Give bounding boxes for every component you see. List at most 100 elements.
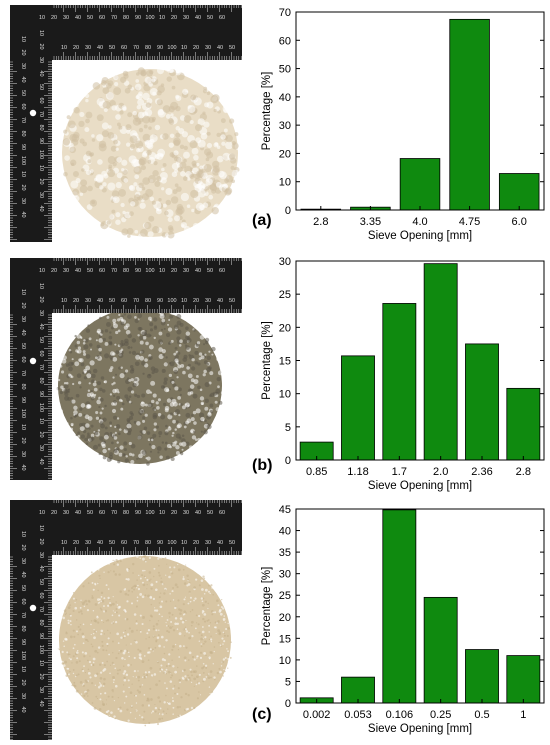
sample-grain — [120, 407, 124, 411]
sample-grain — [171, 441, 177, 447]
ruler-number: 30 — [205, 298, 211, 304]
sample-grain — [168, 341, 172, 345]
sample-grain — [206, 101, 214, 109]
ruler-number: 20 — [51, 268, 57, 274]
sample-grain — [113, 87, 122, 96]
sample-grain — [189, 668, 192, 671]
ruler-number: 80 — [145, 298, 151, 304]
sample-grain — [111, 408, 117, 414]
sample-grain — [171, 648, 174, 651]
ruler-number: 40 — [75, 510, 81, 516]
sample-grain — [72, 188, 80, 196]
sample-grain — [164, 557, 167, 559]
sample-grain — [107, 695, 110, 698]
sample-grain — [169, 412, 173, 416]
sample-grain — [146, 462, 150, 466]
sample-grain — [183, 645, 185, 647]
sample-grain — [136, 587, 138, 589]
sample-photo-c: 10 20 30 40 50 60 70 80 90 100 10 20 30 40 50 10 20 30 40 5… — [10, 500, 242, 740]
sample-grain — [162, 133, 169, 140]
ruler-number: 10 — [61, 45, 67, 51]
sample-grain — [212, 585, 215, 588]
sample-grain — [103, 597, 106, 600]
ruler-number: 20 — [73, 45, 79, 51]
sample-grain — [171, 171, 178, 178]
sample-grain — [86, 689, 90, 692]
sample-grain — [217, 620, 220, 623]
sample-grain — [127, 386, 133, 392]
sample-grain — [204, 419, 207, 423]
sample-grain — [130, 664, 132, 666]
sample-grain — [101, 644, 104, 647]
sample-grain — [57, 632, 59, 635]
sample-grain — [112, 394, 116, 398]
sample-grain — [170, 339, 174, 343]
sample-grain — [105, 703, 108, 705]
panel-label-c: (c) — [252, 706, 272, 723]
sample-grain — [181, 438, 186, 443]
sample-grain — [116, 318, 121, 322]
sample-grain — [181, 441, 187, 447]
sample-grain — [72, 655, 75, 658]
sample-grain — [136, 421, 141, 426]
sample-grain — [167, 708, 169, 710]
sample-grain — [131, 338, 137, 343]
ruler-number: 10 — [38, 418, 44, 424]
sample-grain — [137, 584, 139, 587]
sample-grain — [172, 687, 175, 690]
sample-grain — [56, 646, 60, 650]
sample-grain — [159, 668, 162, 671]
ruler-number: 30 — [38, 552, 44, 558]
sample-grain — [136, 579, 138, 581]
sample-grain — [139, 593, 143, 596]
sample-grain — [115, 114, 121, 120]
sample-grain — [98, 347, 102, 352]
sample-grain — [135, 640, 138, 644]
sample-grain — [85, 111, 93, 119]
sample-grain — [162, 582, 165, 585]
sample-grain — [105, 561, 109, 565]
sample-grain — [172, 645, 175, 648]
ruler-number: 20 — [38, 296, 44, 302]
sample-grain — [76, 649, 79, 652]
sample-grain — [223, 632, 226, 634]
ruler-number: 60 — [20, 598, 26, 604]
bar-3 — [449, 18, 490, 211]
ruler-vertical-arm — [10, 5, 52, 242]
sample-grain — [150, 698, 153, 701]
x-tick-label-0: 0.002 — [303, 709, 331, 721]
sample-grain — [177, 568, 181, 572]
sample-grain — [161, 318, 166, 323]
y-tick-label-1: 10 — [279, 177, 291, 189]
sample-grain — [166, 702, 169, 704]
sample-grain — [206, 355, 211, 361]
sample-grain — [95, 695, 98, 698]
sample-grain — [195, 683, 198, 686]
sample-grain — [205, 157, 210, 162]
sample-grain — [202, 419, 205, 422]
ruler-number: 20 — [73, 540, 79, 546]
sample-grain — [139, 631, 142, 633]
sample-grain — [187, 676, 191, 680]
sample-grain — [125, 329, 131, 335]
sample-grain — [176, 376, 179, 379]
sample-grain — [125, 618, 128, 621]
sample-grain — [172, 383, 177, 388]
sample-grain — [146, 651, 150, 654]
sample-grain — [120, 202, 125, 208]
sample-grain — [216, 671, 219, 675]
sample-grain — [167, 662, 170, 665]
y-tick-label-5: 25 — [279, 590, 291, 602]
sample-grain — [108, 653, 110, 656]
sample-grain — [124, 338, 129, 344]
sample-grain — [194, 438, 198, 441]
sample-grain — [199, 694, 202, 696]
sample-grain — [169, 314, 174, 319]
sample-grain — [102, 87, 110, 94]
sample-grain — [143, 426, 148, 431]
sample-grain — [113, 436, 118, 440]
ruler-number: 90 — [20, 397, 26, 403]
sample-grain — [185, 564, 187, 566]
sample-grain — [151, 78, 156, 83]
y-axis-label: Percentage [%] — [261, 72, 273, 151]
